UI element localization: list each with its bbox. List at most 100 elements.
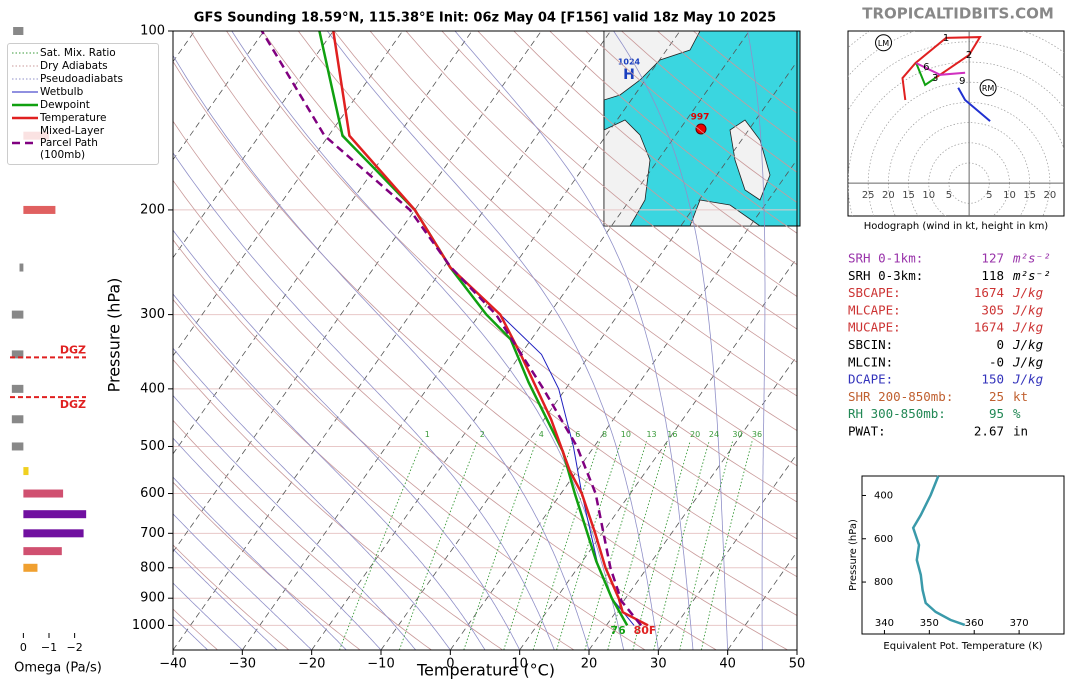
pseudoadiabat	[173, 394, 417, 650]
index-label: MLCAPE:	[848, 302, 901, 317]
thetae-line	[911, 475, 966, 627]
mixing-ratio-label: 6	[575, 430, 580, 439]
chart-title: GFS Sounding 18.59°N, 115.38°E Init: 06z…	[194, 11, 776, 26]
mixing-ratio-line	[532, 441, 601, 650]
y-tick-label: 300	[140, 307, 165, 322]
isotherm	[173, 31, 611, 650]
legend-swatch	[12, 103, 38, 107]
hodograph-line	[901, 36, 982, 101]
legend-item: Pseudoadiabats	[10, 73, 156, 85]
index-unit: in	[1013, 424, 1028, 439]
pseudoadiabat	[231, 31, 625, 650]
mixing-ratio-line	[339, 441, 423, 650]
mixing-ratio-label: 8	[602, 430, 607, 439]
omega-bar	[23, 205, 56, 214]
index-label: MUCAPE:	[848, 320, 901, 335]
plot-frame	[172, 30, 798, 651]
legend-item: Wetbulb	[10, 86, 156, 98]
hodograph-tick-label: 5	[986, 190, 992, 201]
pseudoadiabat	[173, 293, 486, 650]
hodograph-line	[957, 87, 991, 122]
legend-label: Temperature	[40, 112, 107, 124]
legend-label: Wetbulb	[40, 86, 84, 98]
pseudoadiabat	[613, 31, 729, 650]
hodograph-tick-label: 20	[1044, 190, 1057, 201]
thetae-y-tick-label: 400	[874, 490, 893, 501]
legend-item: Sat. Mix. Ratio	[10, 47, 156, 59]
omega-bar	[23, 467, 29, 476]
index-label: SBCIN:	[848, 337, 893, 352]
hodograph-tick-label: 25	[862, 190, 875, 201]
profile-line	[332, 31, 649, 627]
y-tick-label: 700	[140, 526, 165, 541]
index-value: 1674	[974, 285, 1004, 300]
x-axis-label: Temperature (°C)	[416, 661, 555, 680]
legend-item: Temperature	[10, 112, 156, 124]
index-unit: m²s⁻²	[1012, 268, 1051, 283]
storm-motion-label: RM	[982, 84, 995, 93]
mixing-ratio-label: 10	[621, 430, 631, 439]
x-tick-label: −30	[229, 657, 256, 672]
dry-adiabat	[477, 31, 797, 298]
mixing-ratio-label: 4	[539, 430, 544, 439]
height-label: 2	[966, 50, 972, 61]
index-unit: m²s⁻²	[1012, 251, 1051, 266]
thetae-y-tick-label: 800	[874, 577, 893, 588]
thetae-x-tick-label: 360	[965, 618, 984, 629]
map-land	[603, 30, 701, 101]
index-unit: J/kg	[1012, 337, 1043, 352]
dry-adiabat	[173, 544, 290, 650]
pseudoadiabat	[173, 152, 555, 650]
mixing-ratio-label: 36	[752, 430, 762, 439]
dry-adiabat	[173, 358, 503, 650]
omega-bar	[11, 415, 24, 424]
index-value: 127	[981, 251, 1004, 266]
isotherm	[173, 31, 542, 553]
legend-item: Dry Adiabats	[10, 60, 156, 72]
map-label: 997	[691, 113, 710, 123]
index-value: 305	[981, 302, 1004, 317]
profile-line	[260, 31, 643, 627]
storm-marker	[695, 123, 707, 135]
pseudoadiabat	[173, 548, 278, 650]
index-value: 1674	[974, 320, 1004, 335]
map-land	[689, 199, 762, 227]
pseudoadiabat	[796, 626, 797, 650]
pseudoadiabat	[173, 513, 312, 650]
hodograph-tick-label: 15	[902, 190, 915, 201]
mixing-ratio-label: 20	[690, 430, 700, 439]
index-label: SBCAPE:	[848, 285, 901, 300]
omega-tick-label: −1	[41, 641, 57, 654]
thetae-x-label: Equivalent Pot. Temperature (K)	[883, 641, 1042, 652]
legend-swatch	[12, 65, 38, 67]
x-tick-label: 10	[511, 657, 528, 672]
map-inset: 1024 H 997	[603, 30, 801, 227]
dry-adiabat	[173, 120, 788, 650]
thetae-y-tick-label: 600	[874, 534, 893, 545]
legend-item: Mixed-Layer Parcel Path (100mb)	[10, 125, 156, 161]
y-axis-label: Pressure (hPa)	[105, 278, 124, 393]
x-tick-label: −40	[159, 657, 186, 672]
dry-adiabat	[369, 31, 797, 397]
thetae-x-tick-label: 340	[875, 618, 894, 629]
isotherm	[173, 31, 265, 161]
index-unit: %	[1013, 406, 1021, 421]
storm-motion-label: LM	[878, 39, 889, 48]
legend-swatch	[12, 141, 38, 145]
thetae-x-tick-label: 370	[1010, 618, 1029, 629]
y-tick-label: 600	[140, 486, 165, 501]
index-value: 25	[989, 389, 1004, 404]
legend-label: Mixed-Layer Parcel Path (100mb)	[40, 125, 105, 161]
mixing-ratio-line	[463, 441, 537, 650]
isotherm	[173, 31, 334, 259]
index-value: 2.67	[974, 424, 1004, 439]
hodograph: 1 2 36 9 LM RM	[848, 31, 1064, 216]
isotherm	[242, 31, 681, 650]
height-label: 3	[932, 73, 938, 84]
mixing-ratio-label: 16	[667, 430, 677, 439]
dry-adiabat	[226, 31, 797, 540]
x-tick-label: 30	[650, 657, 667, 672]
dgz-label: DGZ	[60, 343, 86, 356]
